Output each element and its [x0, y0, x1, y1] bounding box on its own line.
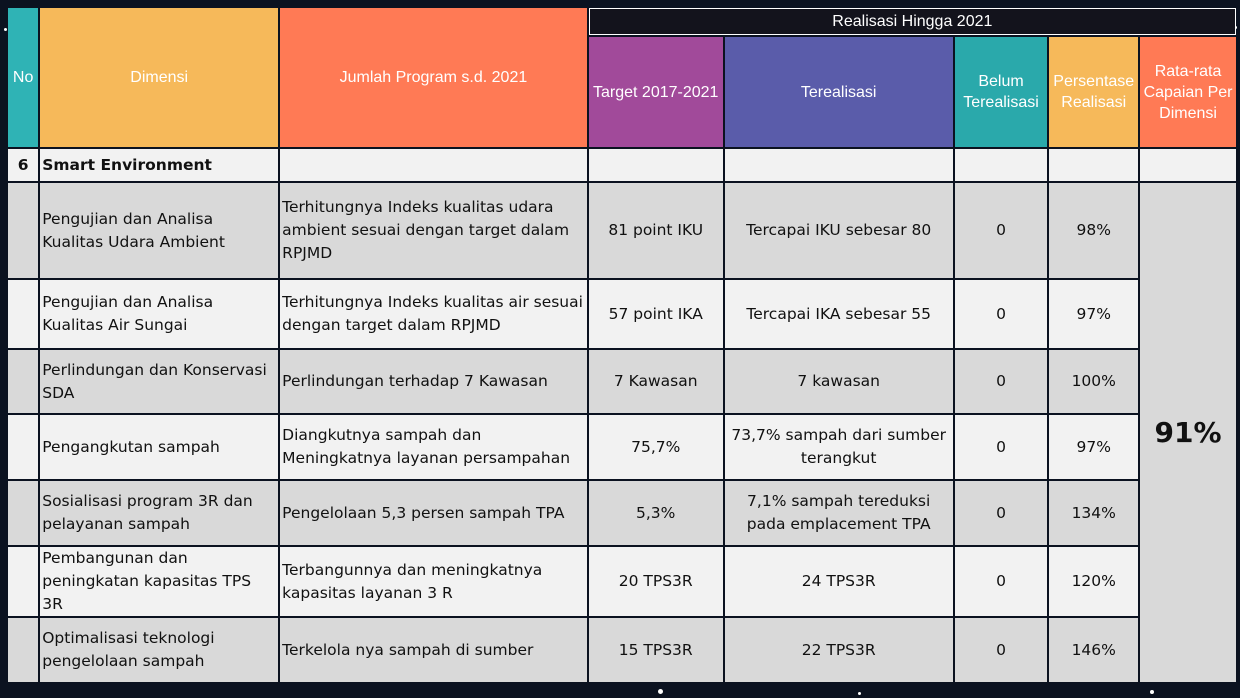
- table-row: Optimalisasi teknologi pengelolaan sampa…: [8, 618, 1236, 682]
- header-terealisasi: Terealisasi: [724, 37, 953, 147]
- dimensi-cell: Sosialisasi program 3R dan pelayanan sam…: [40, 481, 279, 545]
- dimensi-cell: Pembangunan dan peningkatan kapasitas TP…: [40, 547, 279, 616]
- table-row: Perlindungan dan Konservasi SDA Perlindu…: [8, 350, 1236, 413]
- realisasi-cell: Tercapai IKA sebesar 55: [724, 280, 953, 348]
- decor-star: [4, 28, 7, 31]
- belum-cell: 0: [954, 415, 1048, 479]
- section-empty-cell: [1049, 149, 1139, 181]
- persentase-cell: 120%: [1049, 547, 1139, 616]
- table-row: Pengangkutan sampah Diangkutnya sampah d…: [8, 415, 1236, 479]
- persentase-cell: 146%: [1049, 618, 1139, 682]
- table-row: Sosialisasi program 3R dan pelayanan sam…: [8, 481, 1236, 545]
- decor-star: [1150, 690, 1154, 694]
- row-number: [8, 547, 39, 616]
- target-cell: 7 Kawasan: [588, 350, 723, 413]
- target-cell: 81 point IKU: [588, 183, 723, 278]
- target-cell: 20 TPS3R: [588, 547, 723, 616]
- decor-star: [858, 692, 861, 695]
- row-number: [8, 481, 39, 545]
- row-number: [8, 183, 39, 278]
- row-number: [8, 280, 39, 348]
- row-number: [8, 618, 39, 682]
- header-target: Target 2017-2021: [588, 37, 723, 147]
- header-dimensi: Dimensi: [40, 8, 279, 147]
- header-no: No: [8, 8, 39, 147]
- program-cell: Terhitungnya Indeks kualitas udara ambie…: [280, 183, 587, 278]
- header-belum-terealisasi: Belum Terealisasi: [954, 37, 1048, 147]
- belum-cell: 0: [954, 280, 1048, 348]
- row-number: [8, 415, 39, 479]
- section-empty-cell: [588, 149, 723, 181]
- program-cell: Terhitungnya Indeks kualitas air sesuai …: [280, 280, 587, 348]
- belum-cell: 0: [954, 350, 1048, 413]
- section-empty-cell: [1140, 149, 1236, 181]
- persentase-cell: 100%: [1049, 350, 1139, 413]
- realisasi-table: No Dimensi Jumlah Program s.d. 2021 Real…: [6, 6, 1238, 684]
- table-row: Pengujian dan Analisa Kualitas Air Sunga…: [8, 280, 1236, 348]
- row-number: [8, 350, 39, 413]
- belum-cell: 0: [954, 547, 1048, 616]
- realisasi-cell: 7,1% sampah tereduksi pada emplacement T…: [724, 481, 953, 545]
- belum-cell: 0: [954, 183, 1048, 278]
- persentase-cell: 98%: [1049, 183, 1139, 278]
- persentase-cell: 97%: [1049, 415, 1139, 479]
- section-number: 6: [8, 149, 39, 181]
- section-title: Smart Environment: [40, 149, 279, 181]
- target-cell: 5,3%: [588, 481, 723, 545]
- section-empty-cell: [280, 149, 587, 181]
- realisasi-cell: 24 TPS3R: [724, 547, 953, 616]
- target-cell: 57 point IKA: [588, 280, 723, 348]
- persentase-cell: 97%: [1049, 280, 1139, 348]
- header-jumlah-program: Jumlah Program s.d. 2021: [280, 8, 587, 147]
- dimensi-cell: Pengujian dan Analisa Kualitas Udara Amb…: [40, 183, 279, 278]
- target-cell: 15 TPS3R: [588, 618, 723, 682]
- realisasi-cell: 7 kawasan: [724, 350, 953, 413]
- belum-cell: 0: [954, 618, 1048, 682]
- section-empty-cell: [724, 149, 953, 181]
- table-row: Pengujian dan Analisa Kualitas Udara Amb…: [8, 183, 1236, 682]
- persentase-cell: 134%: [1049, 481, 1139, 545]
- realisasi-cell: Tercapai IKU sebesar 80: [724, 183, 953, 278]
- realisasi-cell: 22 TPS3R: [724, 618, 953, 682]
- header-persentase: Persentase Realisasi: [1049, 37, 1139, 147]
- dimensi-cell: Optimalisasi teknologi pengelolaan sampa…: [40, 618, 279, 682]
- decor-star: [658, 689, 663, 694]
- dimensi-cell: Pengangkutan sampah: [40, 415, 279, 479]
- header-realisasi-group: Realisasi Hingga 2021: [588, 8, 1236, 35]
- realisasi-cell: 73,7% sampah dari sumber terangkut: [724, 415, 953, 479]
- program-cell: Terbangunnya dan meningkatnya kapasitas …: [280, 547, 587, 616]
- section-empty-cell: [954, 149, 1048, 181]
- average-value: 91%: [1140, 183, 1236, 682]
- program-cell: Diangkutnya sampah dan Meningkatnya laya…: [280, 415, 587, 479]
- belum-cell: 0: [954, 481, 1048, 545]
- program-cell: Pengelolaan 5,3 persen sampah TPA: [280, 481, 587, 545]
- program-cell: Terkelola nya sampah di sumber: [280, 618, 587, 682]
- dimensi-cell: Perlindungan dan Konservasi SDA: [40, 350, 279, 413]
- header-rata-rata: Rata-rata Capaian Per Dimensi: [1140, 37, 1236, 147]
- table-row: Pembangunan dan peningkatan kapasitas TP…: [8, 547, 1236, 616]
- program-cell: Perlindungan terhadap 7 Kawasan: [280, 350, 587, 413]
- dimensi-cell: Pengujian dan Analisa Kualitas Air Sunga…: [40, 280, 279, 348]
- target-cell: 75,7%: [588, 415, 723, 479]
